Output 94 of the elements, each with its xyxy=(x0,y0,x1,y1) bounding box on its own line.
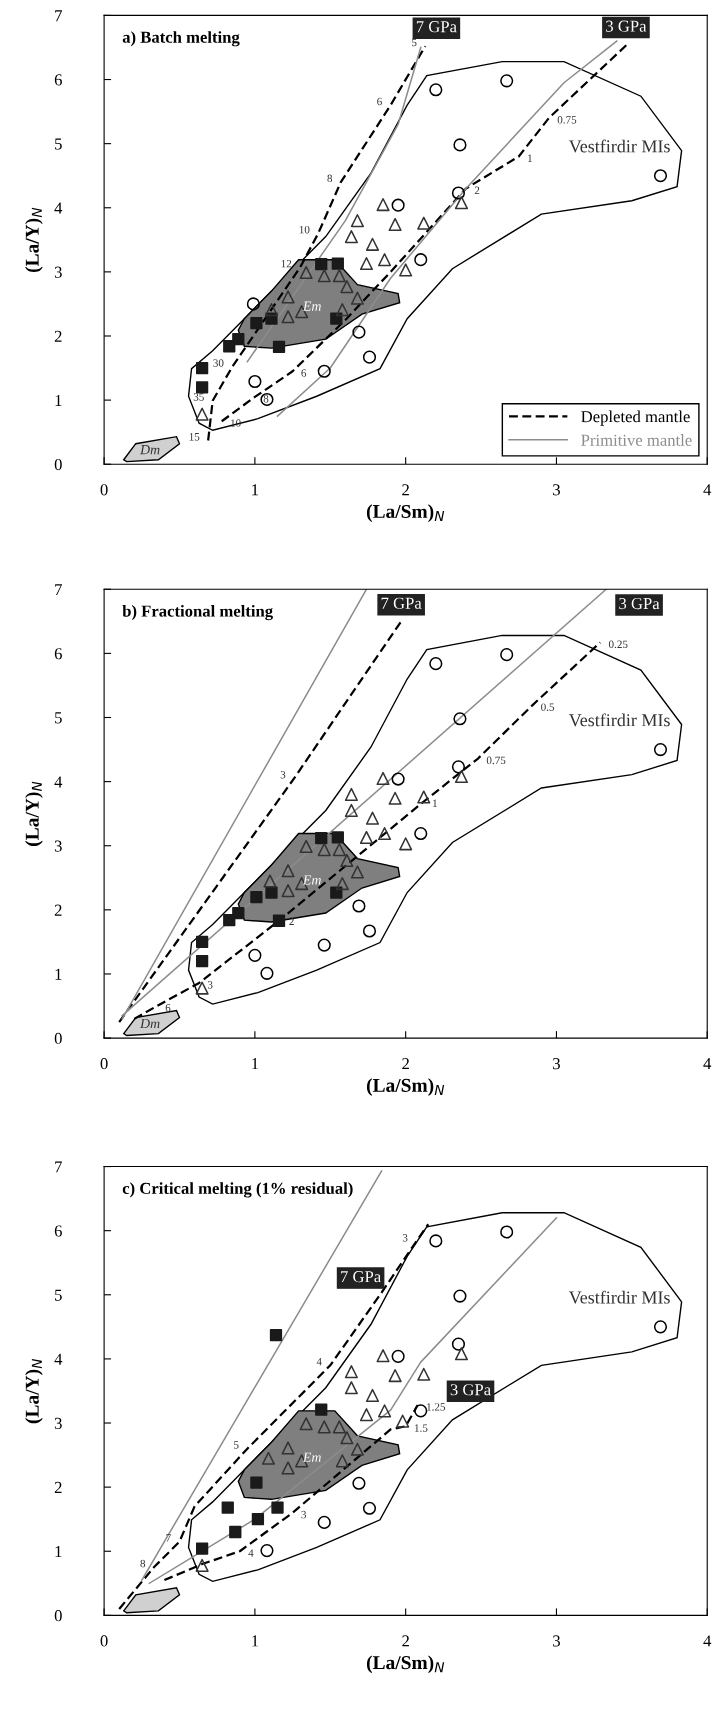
x-tick-label: 3 xyxy=(553,1058,560,1070)
annotation: 7 GPa xyxy=(341,1271,381,1283)
y-axis-title: (La/Y)$_{N}$ xyxy=(25,207,43,273)
annotation: 1.25 xyxy=(427,1403,446,1411)
x-tick-label: 0 xyxy=(100,484,108,496)
annotation: 35 xyxy=(193,393,204,401)
annotation: 0.5 xyxy=(541,703,555,711)
annotation: 1 xyxy=(433,799,437,807)
x-axis-title: (La/Sm)$_{N}$ xyxy=(366,1655,445,1674)
annotation: 7 GPa xyxy=(381,597,422,609)
annotation: 8 xyxy=(140,1559,146,1568)
annotation: 3 xyxy=(280,770,286,779)
annotation: 3 xyxy=(402,1234,408,1242)
annotation: 0.75 xyxy=(557,116,577,124)
annotation: 6 xyxy=(165,1004,171,1012)
y-tick-label: 6 xyxy=(54,74,62,86)
annotation: 5 xyxy=(234,1441,239,1449)
annotation: 3 GPa xyxy=(450,1384,491,1396)
legend-label: Depleted mantle xyxy=(581,410,690,426)
y-axis-title: (La/Y)$_{N}$ xyxy=(25,781,43,846)
series-label: Vestfirdir MIs xyxy=(568,1290,670,1304)
annotation: 3 xyxy=(301,1510,307,1519)
annotation: 0.25 xyxy=(608,640,628,649)
annotation: 1 xyxy=(528,154,532,162)
y-tick-label: 7 xyxy=(55,1161,62,1173)
x-axis-title: (La/Sm)$_{N}$ xyxy=(366,1078,445,1096)
annotation: 2 xyxy=(474,186,480,194)
y-tick-label: 5 xyxy=(55,1289,62,1301)
y-tick-label: 1 xyxy=(55,394,62,406)
y-tick-label: 2 xyxy=(54,1481,62,1493)
annotation: 4 xyxy=(248,1549,254,1557)
text: b) Fractional melting xyxy=(122,604,273,621)
series-label: Em xyxy=(302,875,321,885)
annotation: 1.5 xyxy=(414,1424,428,1432)
y-tick-label: 3 xyxy=(54,1417,62,1429)
x-tick-label: 0 xyxy=(100,1635,108,1647)
x-tick-label: 0 xyxy=(100,1058,108,1070)
annotation: 30 xyxy=(213,359,224,367)
annotation: 3 xyxy=(207,981,213,989)
annotation: 12 xyxy=(281,259,292,268)
x-tick-label: 1 xyxy=(252,1635,259,1647)
y-tick-label: 3 xyxy=(54,840,62,852)
y-tick-label: 0 xyxy=(54,1610,62,1622)
annotation: 3 GPa xyxy=(606,20,647,32)
annotation: 8 xyxy=(327,174,333,183)
x-tick-label: 2 xyxy=(402,484,409,496)
y-tick-label: 1 xyxy=(55,968,62,980)
annotation: 3 GPa xyxy=(619,597,660,610)
y-tick-label: 2 xyxy=(54,330,62,342)
annotation: 6 xyxy=(301,369,307,377)
y-tick-label: 4 xyxy=(54,776,63,788)
y-tick-label: 6 xyxy=(54,1225,62,1237)
series-label: Dm xyxy=(139,445,160,455)
text: a) Batch melting xyxy=(122,31,240,47)
annotation: 4 xyxy=(316,1357,322,1366)
y-tick-label: 4 xyxy=(54,202,63,214)
y-tick-label: 7 xyxy=(55,10,62,22)
annotation: 8 xyxy=(263,394,269,403)
legend-label: Primitive mantle xyxy=(581,434,692,446)
text: c) Critical melting (1% residual) xyxy=(122,1182,353,1198)
x-tick-label: 2 xyxy=(402,1635,409,1647)
y-tick-label: 6 xyxy=(54,648,62,660)
x-tick-label: 3 xyxy=(553,1635,560,1647)
series-label: Vestfirdir MIs xyxy=(568,713,670,727)
series-label: Em xyxy=(302,1452,321,1462)
annotation: 6 xyxy=(377,97,382,106)
y-tick-label: 5 xyxy=(55,138,62,150)
x-tick-label: 4 xyxy=(703,1635,712,1647)
annotation: 7 xyxy=(166,1534,171,1542)
annotation: 5 xyxy=(412,38,417,47)
y-tick-label: 2 xyxy=(54,904,62,916)
x-tick-label: 2 xyxy=(402,1058,409,1070)
annotation: 0.75 xyxy=(486,756,506,765)
annotation: 15 xyxy=(189,433,200,441)
y-tick-label: 0 xyxy=(54,1032,62,1045)
annotation: 2 xyxy=(289,917,294,925)
x-tick-label: 1 xyxy=(252,1058,259,1070)
annotation: 7 GPa xyxy=(416,21,457,33)
x-tick-label: 4 xyxy=(703,484,712,496)
y-tick-label: 4 xyxy=(54,1353,63,1365)
y-axis-title: (La/Y)$_{N}$ xyxy=(25,1358,43,1424)
series-label: Em xyxy=(302,301,321,311)
y-tick-label: 7 xyxy=(55,584,62,596)
series-label: Vestfirdir MIs xyxy=(568,139,670,153)
y-tick-label: 1 xyxy=(55,1546,62,1558)
x-axis-title: (La/Sm)$_{N}$ xyxy=(366,504,445,522)
y-tick-label: 0 xyxy=(54,458,62,471)
x-tick-label: 3 xyxy=(553,484,560,496)
annotation: 10 xyxy=(299,225,310,234)
x-tick-label: 4 xyxy=(703,1058,712,1070)
series-label: Dm xyxy=(139,1018,160,1029)
x-tick-label: 1 xyxy=(252,484,259,496)
y-tick-label: 5 xyxy=(55,712,62,724)
y-tick-label: 3 xyxy=(54,266,62,278)
